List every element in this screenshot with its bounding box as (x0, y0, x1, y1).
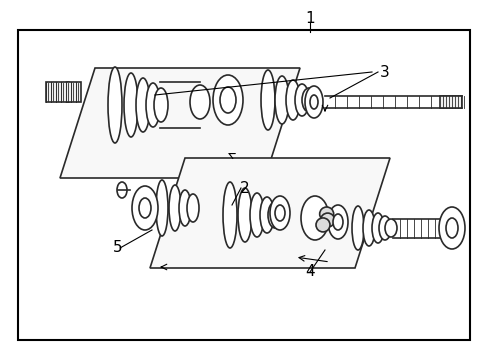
Ellipse shape (156, 180, 168, 236)
Bar (46, 82, 81, 102)
Ellipse shape (285, 80, 299, 120)
Ellipse shape (438, 207, 464, 249)
Ellipse shape (213, 75, 243, 125)
Ellipse shape (179, 190, 191, 226)
Ellipse shape (362, 210, 374, 246)
Ellipse shape (124, 73, 138, 137)
Ellipse shape (320, 213, 334, 227)
Ellipse shape (169, 185, 181, 231)
Ellipse shape (378, 216, 390, 240)
Ellipse shape (238, 188, 251, 242)
Ellipse shape (220, 87, 236, 113)
Ellipse shape (332, 214, 342, 230)
Ellipse shape (132, 186, 158, 230)
Ellipse shape (117, 182, 127, 198)
Bar (46, 82, 81, 102)
Text: 5: 5 (113, 240, 122, 256)
Ellipse shape (274, 205, 285, 221)
Ellipse shape (61, 82, 75, 102)
Ellipse shape (146, 83, 160, 127)
Ellipse shape (302, 88, 315, 112)
Ellipse shape (223, 182, 237, 248)
Text: 1: 1 (305, 10, 314, 26)
Ellipse shape (301, 196, 328, 240)
Text: 3: 3 (379, 64, 389, 80)
Ellipse shape (136, 78, 150, 132)
Ellipse shape (305, 86, 323, 118)
Ellipse shape (445, 218, 457, 238)
Text: 4: 4 (305, 265, 314, 279)
Ellipse shape (108, 67, 122, 143)
Ellipse shape (384, 219, 396, 237)
Ellipse shape (309, 95, 317, 109)
Ellipse shape (261, 70, 274, 130)
Ellipse shape (371, 213, 383, 243)
Ellipse shape (315, 218, 329, 232)
Ellipse shape (139, 198, 151, 218)
Ellipse shape (260, 197, 273, 233)
Ellipse shape (269, 196, 289, 230)
Bar (18, 30, 469, 340)
Ellipse shape (190, 85, 209, 119)
Text: 2: 2 (240, 180, 249, 195)
Polygon shape (60, 68, 299, 178)
Ellipse shape (351, 206, 363, 250)
Ellipse shape (294, 84, 308, 116)
Ellipse shape (274, 76, 288, 124)
Ellipse shape (249, 193, 264, 237)
Bar (439, 96, 461, 108)
Polygon shape (150, 158, 389, 268)
Ellipse shape (319, 207, 333, 221)
Ellipse shape (267, 202, 282, 228)
Ellipse shape (154, 88, 168, 122)
Ellipse shape (327, 205, 347, 239)
Ellipse shape (186, 194, 199, 222)
